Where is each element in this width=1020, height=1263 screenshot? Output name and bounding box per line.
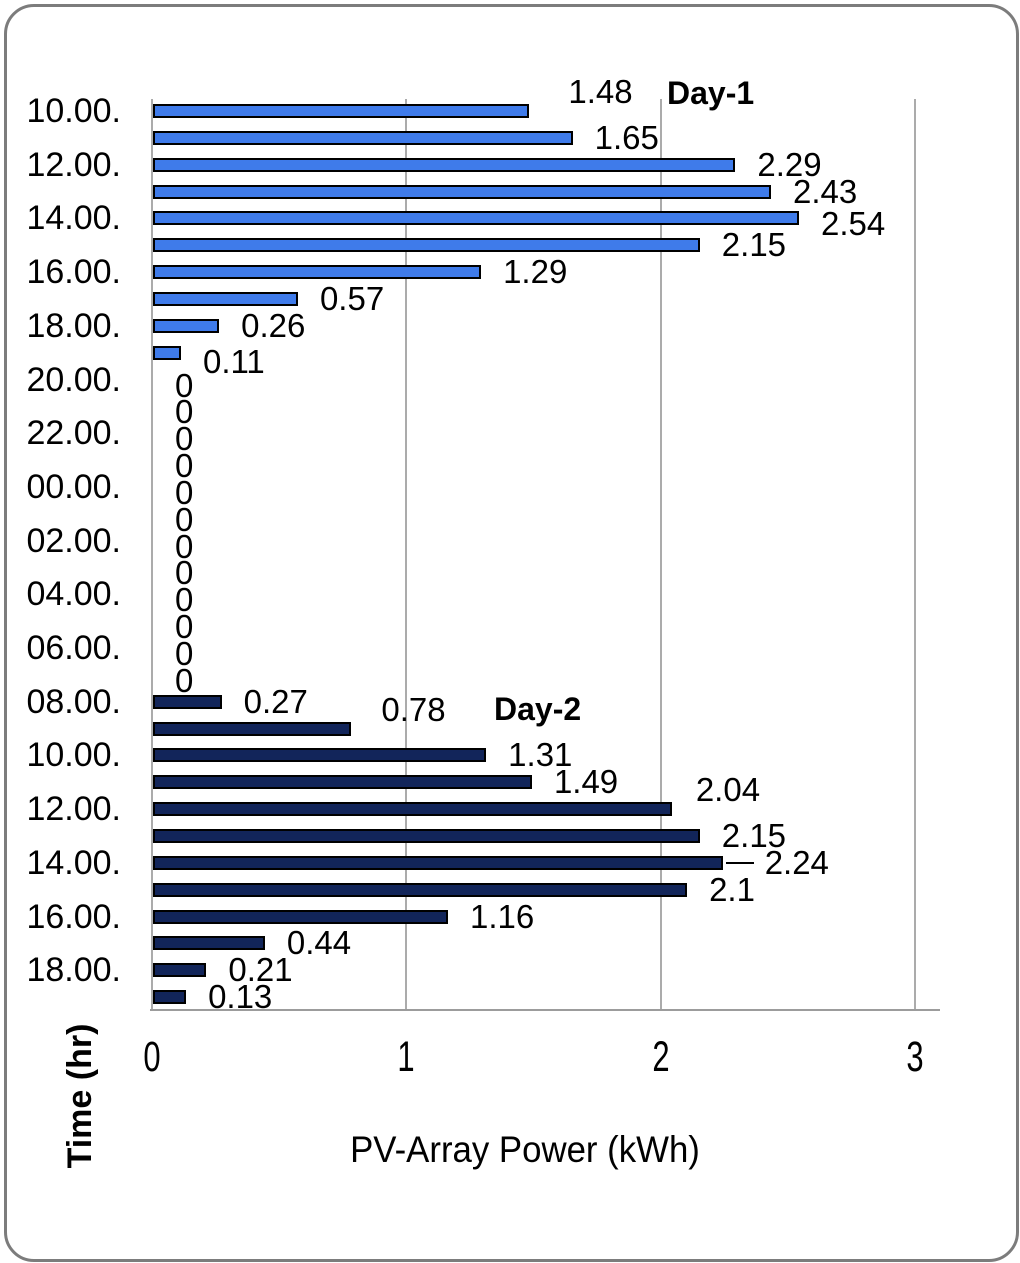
- y-tick-label: 14.00.: [26, 199, 121, 238]
- data-label: 2.1: [709, 870, 755, 908]
- bar: [153, 802, 672, 817]
- bar: [153, 211, 799, 226]
- data-label: 0: [175, 500, 194, 538]
- data-label: 2.24: [764, 843, 829, 881]
- data-label: 2.04: [695, 771, 761, 809]
- gridline: [151, 99, 153, 1009]
- bar: [153, 721, 352, 736]
- bar: [153, 265, 482, 280]
- data-label: 0.44: [286, 924, 352, 962]
- data-label: 0.21: [228, 951, 293, 989]
- data-label: 0: [175, 608, 194, 646]
- data-label: 0: [175, 661, 194, 699]
- y-tick-label: 20.00.: [26, 360, 121, 399]
- bar: [153, 963, 207, 978]
- y-tick-label: 02.00.: [26, 521, 121, 560]
- bar: [153, 291, 298, 306]
- data-label: 0: [175, 554, 194, 592]
- y-tick-label: 10.00.: [26, 92, 121, 130]
- y-tick-label: 16.00.: [26, 253, 121, 292]
- y-tick-label: 04.00.: [26, 575, 121, 614]
- data-label: 0.78: [381, 690, 446, 728]
- bar: [153, 157, 736, 172]
- y-axis-title: Time (hr): [61, 1023, 99, 1169]
- data-label: 0: [175, 581, 194, 619]
- y-tick-label: 18.00.: [26, 951, 121, 990]
- gridline: [659, 99, 662, 1009]
- bar: [153, 318, 220, 333]
- data-label: 1.49: [553, 763, 619, 801]
- data-label: 0.26: [241, 306, 306, 344]
- data-label: 2.15: [721, 226, 787, 264]
- data-label: 0: [175, 393, 194, 431]
- bar: [153, 748, 487, 763]
- y-tick-label: 18.00.: [26, 306, 121, 345]
- data-label: 2.15: [721, 816, 787, 854]
- gridline: [913, 99, 916, 1009]
- bar: [153, 694, 222, 709]
- bar: [153, 882, 688, 897]
- data-label: 0: [175, 527, 194, 565]
- x-tick-label: 0: [143, 1033, 161, 1081]
- y-tick-label: 12.00.: [26, 145, 121, 184]
- y-tick-label: 12.00.: [26, 790, 121, 829]
- data-label: 0: [175, 473, 194, 511]
- x-axis-title: PV-Array Power (kWh): [350, 1129, 700, 1170]
- data-label: 1.31: [508, 736, 573, 774]
- data-label: 2.29: [757, 145, 822, 183]
- data-label: 0: [175, 447, 194, 485]
- bar: [153, 909, 449, 924]
- y-tick-label: 14.00.: [26, 843, 121, 882]
- data-label: 0.27: [243, 682, 308, 720]
- data-label: 0: [175, 420, 194, 458]
- x-axis-line: [150, 1009, 940, 1011]
- y-tick-label: 00.00.: [26, 467, 121, 506]
- x-tick-label: 2: [652, 1033, 670, 1081]
- bar: [153, 104, 530, 118]
- data-label: 2.54: [820, 205, 886, 243]
- bar: [153, 990, 187, 1005]
- bar: [153, 184, 772, 199]
- bar: [153, 345, 181, 360]
- data-label: 1.48: [568, 73, 633, 110]
- y-tick-label: 16.00.: [26, 897, 121, 936]
- x-tick-label: 1: [397, 1033, 415, 1081]
- data-label: 0.57: [319, 279, 385, 317]
- series-annotation-day2: Day-2: [494, 691, 582, 727]
- bar: [153, 130, 573, 145]
- series-annotation-day1: Day-1: [667, 75, 755, 111]
- data-label: 0: [175, 366, 194, 404]
- data-label: 1.65: [594, 118, 659, 156]
- y-tick-label: 08.00.: [26, 682, 121, 721]
- plot-area: 0 1 2 3 10.00. 1.48 1.65 12.00. 2.29 2.43 14.00. 2.…: [7, 7, 1016, 1259]
- data-label: 0: [175, 635, 194, 672]
- label-leader-line: [725, 861, 754, 864]
- bar: [153, 828, 700, 843]
- y-tick-label: 22.00.: [26, 414, 121, 453]
- x-tick-label: 3: [906, 1033, 924, 1081]
- data-label: 0.11: [202, 342, 265, 380]
- y-tick-label: 10.00.: [26, 736, 121, 775]
- bar: [153, 855, 723, 870]
- y-tick-label: 06.00.: [26, 629, 121, 667]
- bar: [153, 238, 700, 253]
- data-label: 1.29: [503, 253, 568, 291]
- bar: [153, 775, 532, 790]
- data-label: 2.43: [793, 172, 858, 210]
- data-label: 1.16: [470, 897, 535, 935]
- chart-figure: 0 1 2 3 10.00. 1.48 1.65 12.00. 2.29 2.43 14.00. 2.…: [4, 4, 1019, 1262]
- bar: [153, 936, 265, 951]
- gridline: [405, 99, 408, 1009]
- data-label: 0.13: [208, 978, 273, 1016]
